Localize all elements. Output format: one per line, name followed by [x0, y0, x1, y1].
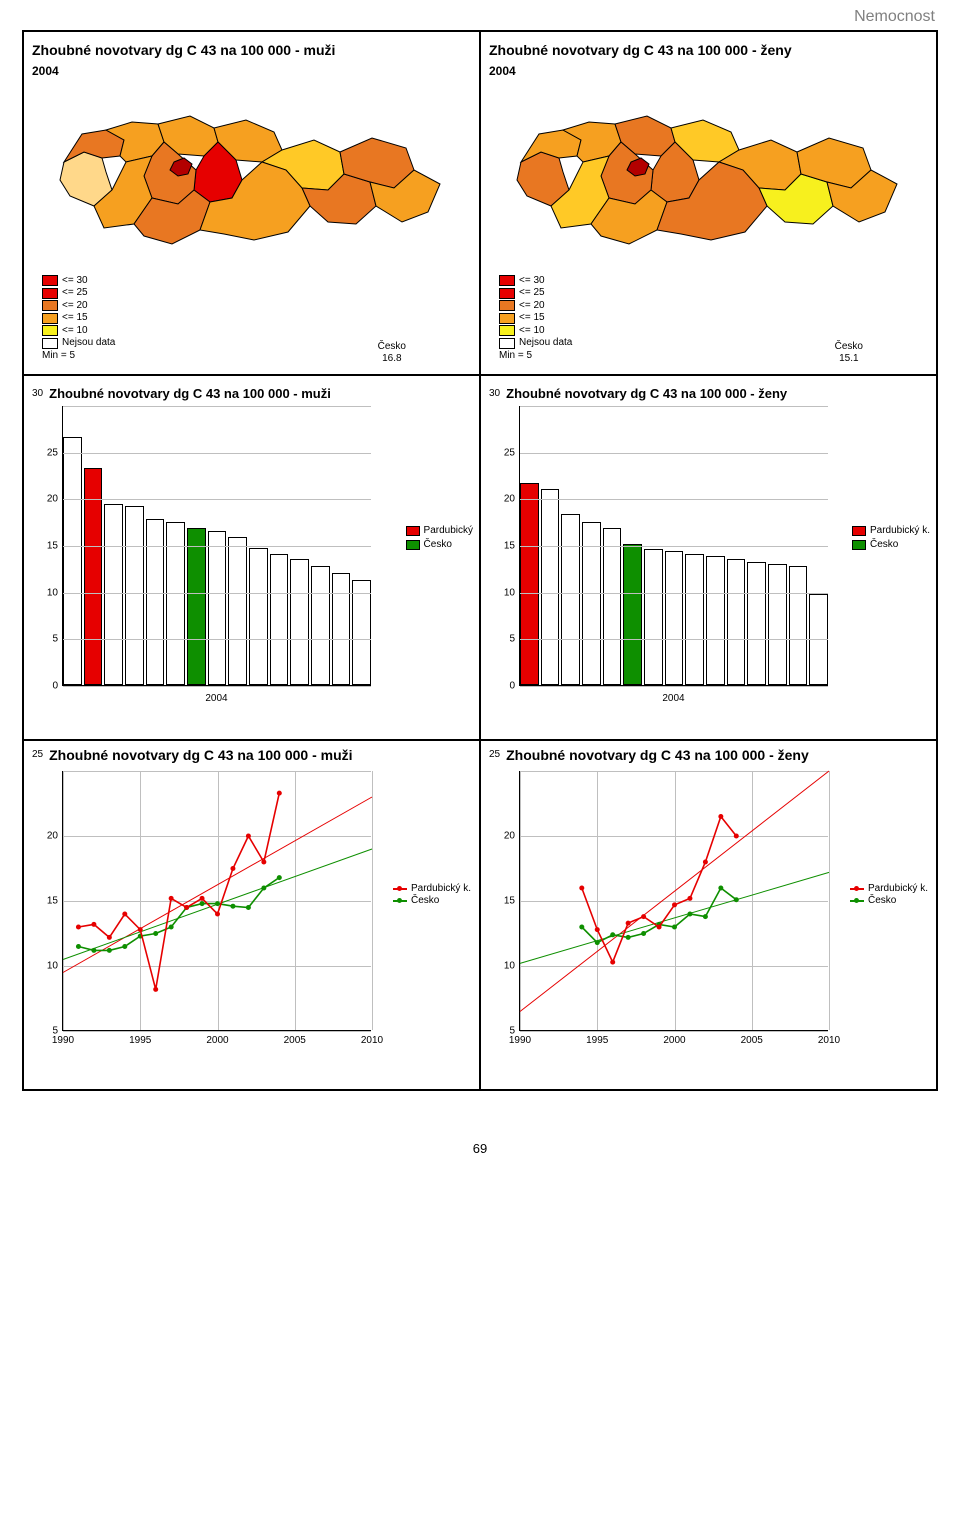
map-title: Zhoubné novotvary dg C 43 na 100 000 - ž… [489, 42, 928, 58]
x-label: 2004 [519, 693, 828, 704]
x-label: 2004 [62, 693, 371, 704]
line-legend: Pardubický k.Česko [393, 883, 471, 907]
cesko-stat: Česko 15.1 [835, 341, 863, 364]
bar-legend: Pardubický k.Česko [852, 524, 930, 552]
y-label-25: 25 [32, 749, 43, 760]
map-title: Zhoubné novotvary dg C 43 na 100 000 - m… [32, 42, 471, 58]
page-number: 69 [0, 1141, 960, 1156]
map-area: <= 30<= 25<= 20<= 15<= 10Nejsou dataMin … [32, 84, 471, 364]
line-legend: Pardubický k.Česko [850, 883, 928, 907]
line-chart: 5101520 19901995200020052010 Pardubický … [62, 771, 471, 1031]
line-panel-female: 25 Zhoubné novotvary dg C 43 na 100 000 … [480, 740, 937, 1090]
dashboard-grid: Zhoubné novotvary dg C 43 na 100 000 - m… [22, 30, 938, 1091]
map-year: 2004 [489, 64, 928, 78]
map-year: 2004 [32, 64, 471, 78]
y-label-30: 30 [32, 388, 43, 399]
bar-legend: PardubickýČesko [406, 524, 473, 552]
line-title: Zhoubné novotvary dg C 43 na 100 000 - m… [49, 747, 352, 763]
bar-chart: 0510152025 PardubickýČesko 2004 [62, 406, 471, 686]
bar-title: Zhoubné novotvary dg C 43 na 100 000 - ž… [506, 386, 787, 401]
line-chart: 5101520 19901995200020052010 Pardubický … [519, 771, 928, 1031]
line-panel-male: 25 Zhoubné novotvary dg C 43 na 100 000 … [23, 740, 480, 1090]
map-panel-female: Zhoubné novotvary dg C 43 na 100 000 - ž… [480, 31, 937, 375]
map-panel-male: Zhoubné novotvary dg C 43 na 100 000 - m… [23, 31, 480, 375]
bar-panel-male: 30 Zhoubné novotvary dg C 43 na 100 000 … [23, 375, 480, 740]
choropleth-map [489, 84, 929, 294]
map-legend: <= 30<= 25<= 20<= 15<= 10Nejsou dataMin … [495, 273, 576, 365]
bar-title: Zhoubné novotvary dg C 43 na 100 000 - m… [49, 386, 331, 401]
line-title: Zhoubné novotvary dg C 43 na 100 000 - ž… [506, 747, 809, 763]
y-label-30: 30 [489, 388, 500, 399]
page-header: Nemocnost [0, 0, 960, 30]
cesko-stat: Česko 16.8 [378, 341, 406, 364]
map-legend: <= 30<= 25<= 20<= 15<= 10Nejsou dataMin … [38, 273, 119, 365]
bar-panel-female: 30 Zhoubné novotvary dg C 43 na 100 000 … [480, 375, 937, 740]
y-label-25: 25 [489, 749, 500, 760]
choropleth-map [32, 84, 472, 294]
map-area: <= 30<= 25<= 20<= 15<= 10Nejsou dataMin … [489, 84, 928, 364]
bar-chart: 0510152025 Pardubický k.Česko 2004 [519, 406, 928, 686]
